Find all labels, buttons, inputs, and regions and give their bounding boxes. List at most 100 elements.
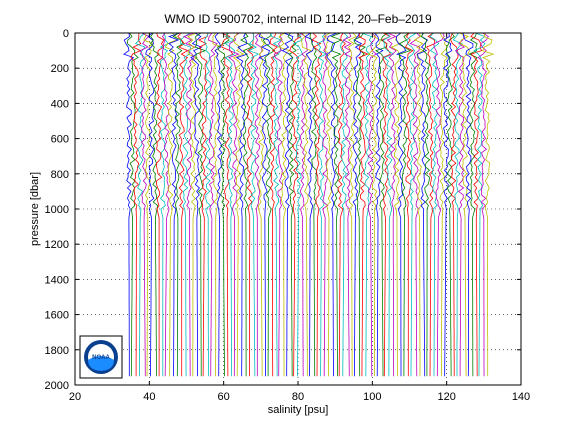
noaa-logo-icon: NOAA: [79, 335, 123, 379]
profile-line: [281, 32, 294, 377]
profile-line: [361, 32, 374, 377]
profile-line: [278, 32, 290, 377]
profile-line: [340, 32, 349, 377]
profile-line: [273, 32, 283, 377]
profile-line: [232, 32, 245, 377]
profile-line: [292, 32, 303, 377]
profile-line: [204, 32, 212, 377]
profile-line: [262, 32, 276, 377]
x-tick-label: 120: [437, 391, 455, 403]
profile-line: [462, 32, 474, 377]
profile-line: [217, 32, 230, 377]
profile-line: [123, 32, 135, 377]
profile-line: [337, 32, 347, 377]
y-tick-label: 1400: [45, 274, 69, 286]
y-tick-label: 1600: [45, 310, 69, 322]
profile-line: [190, 32, 203, 377]
profile-line: [156, 32, 165, 377]
profile-line: [247, 32, 260, 377]
y-tick-label: 1000: [45, 204, 69, 216]
profile-line: [406, 32, 417, 377]
profile-line: [481, 32, 495, 377]
profile-line: [446, 32, 455, 377]
y-tick-label: 1200: [45, 239, 69, 251]
x-tick-label: 40: [143, 391, 155, 403]
x-tick-label: 60: [218, 391, 230, 403]
profile-line: [417, 32, 429, 377]
profile-line: [311, 32, 323, 377]
profile-line: [347, 32, 358, 377]
profile-line: [145, 32, 155, 377]
profile-line: [477, 32, 489, 377]
profile-line: [367, 32, 381, 377]
profile-line: [224, 32, 236, 377]
profile-line: [409, 32, 421, 377]
profile-line: [420, 32, 431, 377]
profile-line: [212, 32, 222, 377]
profile-line: [367, 32, 377, 377]
profile-line: [429, 32, 440, 377]
noaa-logo-text: NOAA: [92, 355, 110, 361]
y-tick-label: 2000: [45, 380, 69, 392]
profile-line: [375, 32, 388, 377]
y-axis-label: pressure [dbar]: [29, 172, 41, 246]
profile-line: [228, 32, 240, 377]
profile-line: [162, 32, 170, 377]
profile-line: [130, 32, 142, 377]
y-tick-label: 800: [51, 169, 69, 181]
profile-line: [381, 32, 392, 377]
y-tick-label: 400: [51, 98, 69, 110]
profile-line: [353, 32, 366, 377]
profile-line: [358, 32, 369, 377]
profile-line: [194, 32, 207, 377]
profile-line: [309, 32, 318, 377]
profile-line: [398, 32, 412, 377]
profile-line: [159, 32, 169, 377]
chart-title: WMO ID 5900702, internal ID 1142, 20–Feb…: [164, 12, 432, 26]
profile-line: [214, 32, 223, 377]
x-tick-label: 80: [292, 391, 304, 403]
profile-line: [342, 32, 353, 377]
profile-line: [473, 32, 486, 377]
profile-line: [240, 32, 253, 377]
profile-line: [323, 32, 333, 377]
y-tick-label: 1800: [45, 345, 69, 357]
profile-line: [439, 32, 448, 377]
profile-line: [187, 32, 198, 377]
profile-line: [326, 32, 338, 377]
profile-line: [164, 32, 177, 377]
profile-line: [235, 32, 249, 377]
profile-line: [300, 32, 312, 377]
profile-line: [386, 32, 397, 377]
profile-line: [179, 32, 191, 377]
profile-line: [316, 32, 328, 377]
profile-line: [450, 32, 459, 377]
profiles: [123, 32, 495, 377]
y-tick-label: 600: [51, 134, 69, 146]
profile-line: [287, 32, 297, 377]
y-axis: 0 200 400 600 800 1000 1200 1400 1600 1800 2000: [45, 28, 521, 392]
profile-line: [455, 32, 466, 377]
profile-line: [414, 32, 424, 377]
profile-line: [197, 32, 209, 377]
profile-line: [442, 32, 453, 377]
profile-line: [150, 32, 160, 377]
profile-line: [246, 32, 255, 377]
profile-line: [425, 32, 436, 377]
x-tick-label: 20: [69, 391, 81, 403]
profile-line: [322, 32, 329, 377]
profile-line: [404, 32, 414, 377]
profile-line: [330, 32, 343, 377]
profile-line: [269, 32, 279, 377]
profile-line: [374, 32, 384, 377]
profile-line: [289, 32, 302, 377]
x-axis: 20 40 60 80 100 120 140: [69, 33, 530, 403]
y-tick-label: 200: [51, 63, 69, 75]
profile-line: [470, 32, 483, 377]
profile-line: [221, 32, 234, 377]
profile-line: [395, 32, 407, 377]
profile-line: [390, 32, 402, 377]
profile-line: [182, 32, 197, 377]
profile-line: [258, 32, 271, 377]
